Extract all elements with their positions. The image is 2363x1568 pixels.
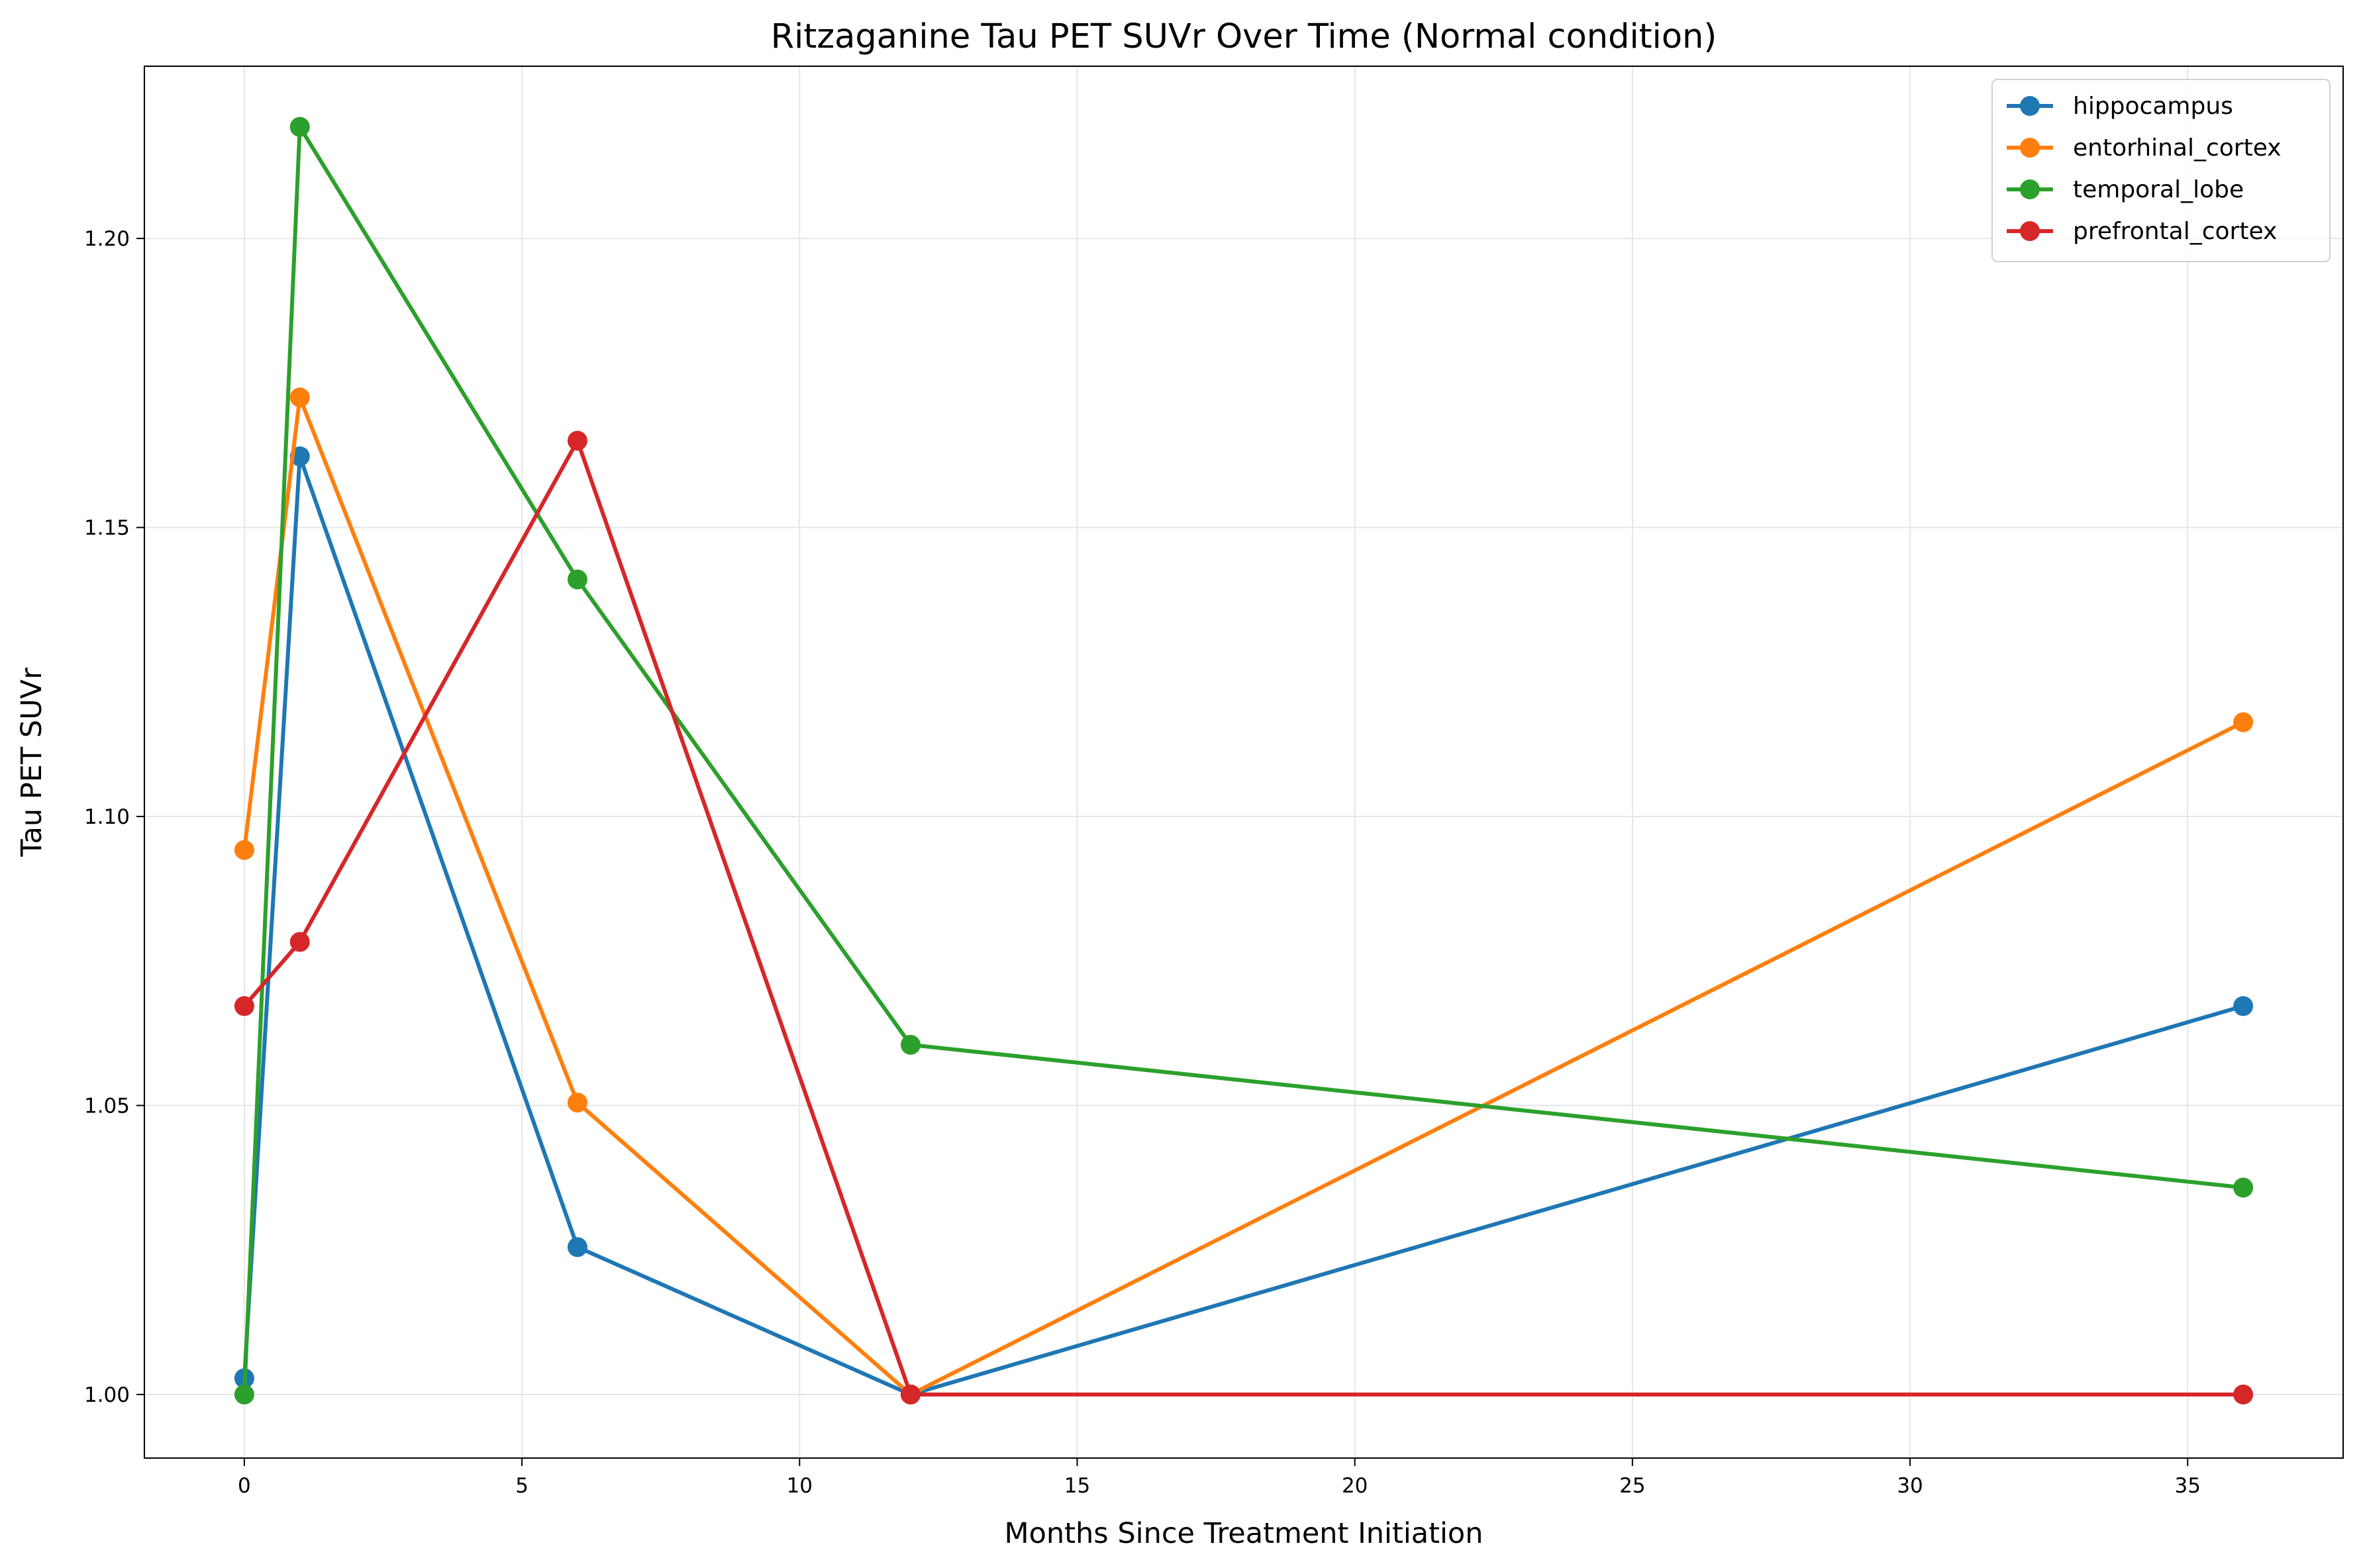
legend-swatch-marker	[2020, 179, 2040, 199]
data-point	[234, 996, 254, 1016]
legend-item: temporal_lobe	[2007, 176, 2244, 203]
data-point	[2233, 712, 2254, 732]
y-axis-ticks: 1.00 1.05 1.10 1.15 1.20	[84, 227, 144, 1407]
x-tick-label: 5	[515, 1474, 528, 1498]
legend-label: entorhinal_cortex	[2073, 134, 2282, 162]
legend-item: hippocampus	[2007, 93, 2233, 120]
data-point	[567, 430, 587, 451]
data-point	[2233, 996, 2254, 1016]
legend-box	[1991, 79, 2331, 262]
data-point	[567, 1093, 587, 1113]
legend-item: entorhinal_cortex	[2007, 134, 2282, 162]
data-point	[234, 840, 254, 860]
data-point	[2233, 1384, 2254, 1404]
y-axis-label: Tau PET SUVr	[15, 667, 48, 858]
series-prefrontal_cortex	[234, 430, 2254, 1404]
data-point	[234, 1384, 254, 1404]
y-tick-label: 1.05	[84, 1095, 130, 1118]
legend-label: hippocampus	[2073, 93, 2233, 120]
data-point	[2233, 1177, 2254, 1198]
x-axis-label: Months Since Treatment Initiation	[1005, 1517, 1483, 1550]
x-tick-label: 0	[238, 1474, 251, 1498]
legend-swatch-marker	[2020, 221, 2040, 241]
plot-frame	[144, 66, 2344, 1459]
data-point	[900, 1384, 921, 1404]
legend-item: prefrontal_cortex	[2007, 218, 2277, 245]
data-point	[289, 387, 310, 408]
x-tick-label: 35	[2175, 1474, 2201, 1498]
data-point	[900, 1034, 921, 1055]
grid	[144, 66, 2343, 1458]
x-tick-label: 30	[1897, 1474, 1923, 1498]
data-point	[289, 117, 310, 137]
y-tick-label: 1.10	[84, 805, 130, 829]
y-tick-label: 1.15	[84, 516, 130, 540]
data-point	[289, 932, 310, 952]
y-tick-label: 1.20	[84, 227, 130, 251]
x-tick-label: 10	[787, 1474, 813, 1498]
data-point	[567, 1237, 587, 1257]
series-temporal_lobe	[234, 117, 2254, 1404]
x-tick-label: 15	[1064, 1474, 1090, 1498]
x-tick-label: 25	[1619, 1474, 1645, 1498]
legend-swatch-marker	[2020, 138, 2040, 158]
x-axis-ticks: 0 5 10 15 20 25 30 35	[238, 1458, 2201, 1498]
legend-label: prefrontal_cortex	[2073, 218, 2277, 245]
x-tick-label: 20	[1342, 1474, 1368, 1498]
legend-swatch-marker	[2020, 96, 2040, 116]
legend-label: temporal_lobe	[2073, 176, 2244, 203]
legend: hippocampus entorhinal_cortex temporal_lob…	[1991, 79, 2331, 262]
data-point	[567, 569, 587, 590]
chart-title: Ritzaganine Tau PET SUVr Over Time (Norm…	[771, 17, 1717, 56]
y-tick-label: 1.00	[84, 1383, 130, 1407]
series-layer	[234, 117, 2254, 1404]
